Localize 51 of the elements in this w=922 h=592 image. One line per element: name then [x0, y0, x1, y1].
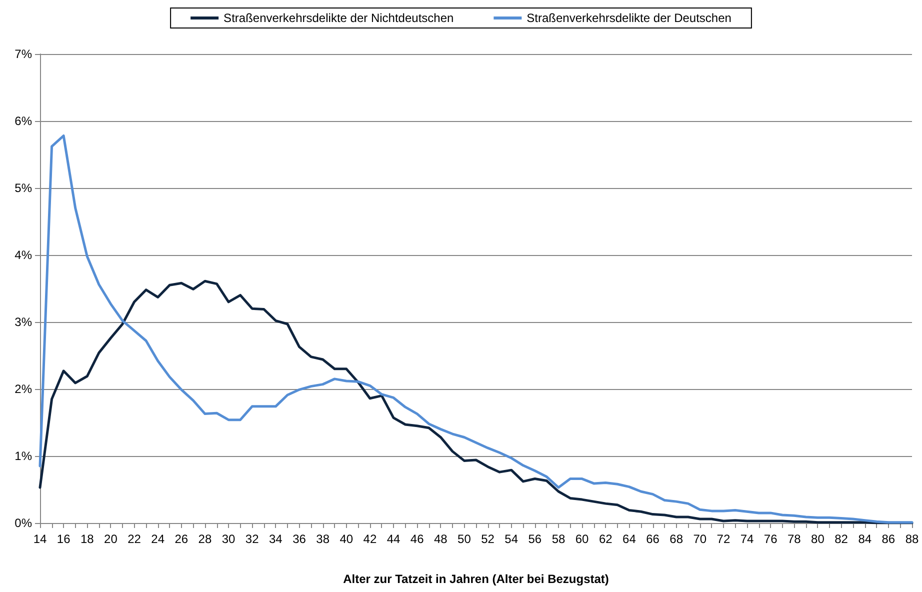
x-tick-label: 48 [434, 532, 448, 546]
x-tick-label: 56 [528, 532, 542, 546]
x-tick-label: 20 [104, 532, 118, 546]
x-tick-label: 74 [740, 532, 754, 546]
x-tick-label: 28 [198, 532, 212, 546]
x-tick-label: 58 [552, 532, 566, 546]
x-tick-label: 38 [316, 532, 330, 546]
x-tick-label: 78 [787, 532, 802, 546]
x-tick-label: 80 [811, 532, 825, 546]
x-tick-label: 68 [670, 532, 684, 546]
legend-label: Straßenverkehrsdelikte der Deutschen [526, 11, 732, 25]
x-tick-label: 62 [598, 532, 613, 546]
y-tick-label: 6% [14, 114, 32, 128]
legend-label: Straßenverkehrsdelikte der Nichtdeutschen [224, 11, 454, 25]
x-tick-label: 42 [363, 532, 377, 546]
x-tick-label: 22 [128, 532, 142, 546]
x-tick-label: 76 [764, 532, 778, 546]
x-tick-label: 50 [458, 532, 472, 546]
x-tick-label: 14 [33, 532, 47, 546]
y-tick-label: 1% [14, 449, 32, 463]
x-tick-label: 36 [292, 532, 306, 546]
x-tick-label: 32 [245, 532, 260, 546]
x-tick-label: 24 [151, 532, 165, 546]
x-tick-label: 44 [386, 532, 401, 546]
y-tick-label: 5% [14, 181, 32, 195]
x-tick-label: 18 [80, 532, 94, 546]
x-tick-label: 26 [174, 532, 188, 546]
x-tick-label: 86 [882, 532, 896, 546]
x-tick-label: 66 [646, 532, 660, 546]
x-tick-label: 52 [481, 532, 495, 546]
y-tick-label: 3% [14, 315, 32, 329]
y-tick-label: 7% [14, 47, 32, 61]
y-tick-label: 4% [14, 248, 32, 262]
x-tick-label: 40 [340, 532, 354, 546]
line-series [38, 280, 914, 524]
line-series [38, 134, 914, 524]
x-tick-label: 70 [693, 532, 707, 546]
x-tick-label: 88 [905, 532, 919, 546]
x-axis-title: Alter zur Tatzeit in Jahren (Alter bei Bezugstat) [343, 572, 609, 586]
x-tick-label: 60 [575, 532, 590, 546]
x-tick-label: 16 [56, 532, 71, 546]
x-tick-label: 30 [222, 532, 236, 546]
y-tick-label: 2% [14, 382, 32, 396]
x-tick-label: 84 [858, 532, 872, 546]
x-tick-label: 46 [410, 532, 424, 546]
x-tick-label: 72 [716, 532, 730, 546]
x-tick-label: 82 [834, 532, 848, 546]
y-tick-label: 0% [14, 516, 32, 530]
x-tick-label: 54 [504, 532, 518, 546]
x-tick-label: 64 [622, 532, 636, 546]
x-tick-label: 34 [268, 532, 283, 546]
